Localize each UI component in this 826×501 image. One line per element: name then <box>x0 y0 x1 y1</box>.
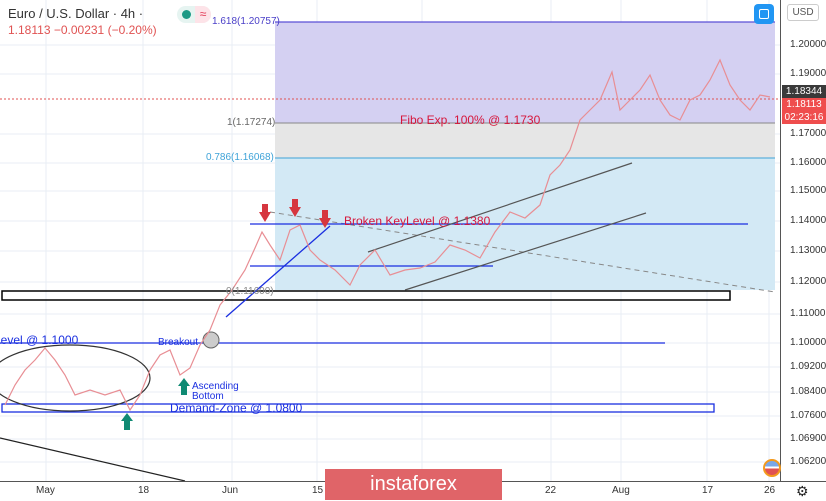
price-tick: 1.08400 <box>790 386 826 397</box>
time-label: 18 <box>138 485 150 496</box>
fibo-exp-label: Fibo Exp. 100% @ 1.1730 <box>400 113 541 127</box>
watermark-logo: instaforex <box>325 469 502 500</box>
time-label: Aug <box>612 485 630 496</box>
level-1100-label: Level @ 1.1000 <box>0 333 79 347</box>
fullscreen-icon[interactable] <box>754 4 774 24</box>
time-label: 17 <box>702 485 714 496</box>
price-change: 1.18113 −0.00231 (−0.20%) <box>8 23 157 37</box>
price-tick: 1.20000 <box>790 39 826 50</box>
last-price: 1.18113 <box>8 23 51 37</box>
time-label: 15 <box>312 485 324 496</box>
time-label: May <box>36 485 55 496</box>
change-percent: (−0.20%) <box>107 23 157 37</box>
last-price-tag: 1.18113 <box>782 98 826 111</box>
fib-1618-label: 1.618(1.20757) <box>212 16 280 27</box>
price-tick: 1.19000 <box>790 68 826 79</box>
price-tick: 1.10000 <box>790 337 826 348</box>
symbol-title[interactable]: Euro / U.S. Dollar · 4h · <box>8 6 144 21</box>
market-status-pill[interactable]: ≈ <box>177 6 211 23</box>
fib-zone-middle <box>275 123 775 158</box>
price-tick: 1.15000 <box>790 185 826 196</box>
breakout-label: Breakout <box>158 337 199 348</box>
price-tick: 1.06200 <box>790 456 826 467</box>
price-tick: 1.11000 <box>790 308 826 319</box>
price-tick: 1.12000 <box>790 276 826 287</box>
price-tick: 1.13000 <box>790 245 826 256</box>
market-open-icon <box>182 10 191 19</box>
price-chart[interactable] <box>0 0 780 482</box>
settings-gear-icon[interactable]: ⚙ <box>796 483 809 499</box>
bid-price-tag: 1.18344 <box>782 85 826 98</box>
currency-label[interactable]: USD <box>787 4 819 21</box>
buy-arrows <box>121 378 190 430</box>
delayed-data-icon: ≈ <box>195 6 211 23</box>
demand-zone-label: Demand-Zone @ 1.0800 <box>170 401 303 415</box>
price-tick: 1.06900 <box>790 433 826 444</box>
price-tick: 1.16000 <box>790 157 826 168</box>
price-tick: 1.07600 <box>790 410 826 421</box>
broken-key-label: Broken KeyLevel @ 1.1380 <box>344 214 491 228</box>
bar-countdown-tag: 02:23:16 <box>782 111 826 124</box>
change-value: −0.00231 <box>53 23 105 37</box>
price-tick: 1.17000 <box>790 128 826 139</box>
fib-0786-label: 0.786(1.16068) <box>206 152 274 163</box>
time-label: 26 <box>764 485 776 496</box>
price-axis[interactable] <box>780 0 826 481</box>
us-flag-event-icon[interactable] <box>763 459 781 477</box>
ascending-bottom-label-2: Bottom <box>192 391 224 402</box>
fib-0-label: 0(1.11600) <box>226 286 274 297</box>
sell-arrows <box>259 199 331 228</box>
fib-1-label: 1(1.17274) <box>227 117 276 128</box>
chart-area[interactable] <box>0 0 780 482</box>
price-tick: 1.14000 <box>790 215 826 226</box>
fib-zone-upper <box>275 22 775 123</box>
time-label: 22 <box>545 485 557 496</box>
ascending-bottom-label-1: Ascending <box>192 381 239 392</box>
price-tick: 1.09200 <box>790 361 826 372</box>
time-label: Jun <box>222 485 239 496</box>
